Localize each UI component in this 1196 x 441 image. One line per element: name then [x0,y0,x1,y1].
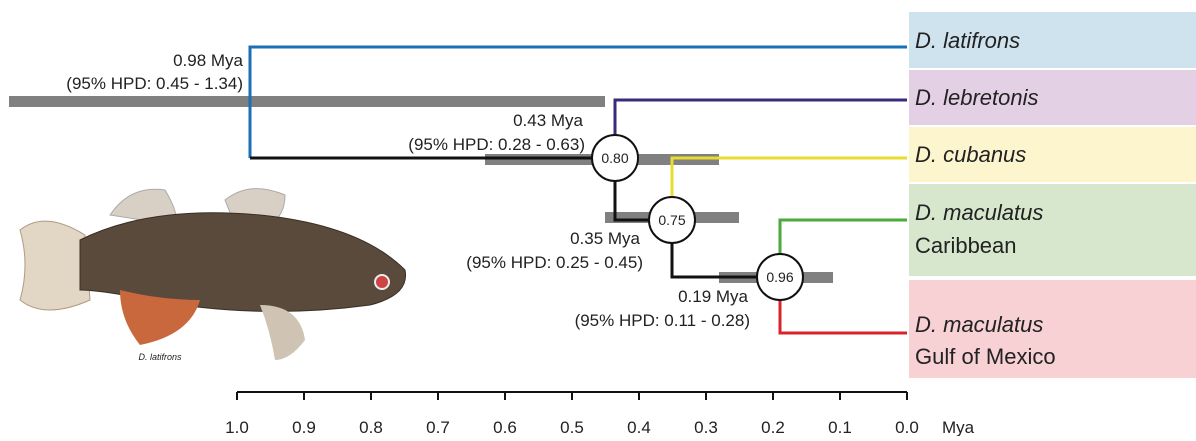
axis-tick-label: 0.1 [828,418,852,436]
axis-tick-label: 0.5 [560,418,584,436]
support-value: 0.75 [658,212,685,228]
axis-tick-label: 1.0 [225,418,249,436]
branch [615,100,907,158]
axis-tick-label: 0.2 [761,418,785,436]
node-hpd: (95% HPD: 0.28 - 0.63) [408,135,585,154]
node-hpd: (95% HPD: 0.25 - 0.45) [466,253,643,272]
taxon-name: D. maculatus [915,200,1043,225]
axis-tick-label: 0.7 [426,418,450,436]
node-age: 0.19 Mya [678,287,748,306]
support-value: 0.96 [766,269,793,285]
taxon-region: Caribbean [915,233,1017,258]
taxon-region: Gulf of Mexico [915,344,1056,369]
node-age: 0.43 Mya [513,111,583,130]
axis-tick-label: 0.4 [627,418,651,436]
node-age: 0.35 Mya [570,229,640,248]
hpd-bar [9,96,605,107]
support-value: 0.80 [601,150,628,166]
axis-tick-label: 0.8 [359,418,383,436]
node-age: 0.98 Mya [173,51,243,70]
axis-tick-label: 0.0 [895,418,919,436]
taxon-name: D. maculatus [915,312,1043,337]
fish-illustration: D. latifrons [20,189,406,362]
image-caption: D. latifrons [138,352,182,362]
taxon-name: D. lebretonis [915,85,1039,110]
node-hpd: (95% HPD: 0.45 - 1.34) [66,74,243,93]
node-hpd: (95% HPD: 0.11 - 0.28) [575,311,750,330]
axis-tick-label: 0.3 [694,418,718,436]
axis-tick-label: 0.9 [292,418,316,436]
taxon-name: D. cubanus [915,142,1026,167]
axis-unit: Mya [942,418,975,436]
axis-tick-label: 0.6 [493,418,517,436]
taxon-name: D. latifrons [915,28,1020,53]
phylogeny-figure: 0.80 0.75 0.96 0.98 Mya (95% HPD: 0.45 -… [0,0,1196,436]
branch [672,158,907,220]
taxon-box [909,184,1196,276]
